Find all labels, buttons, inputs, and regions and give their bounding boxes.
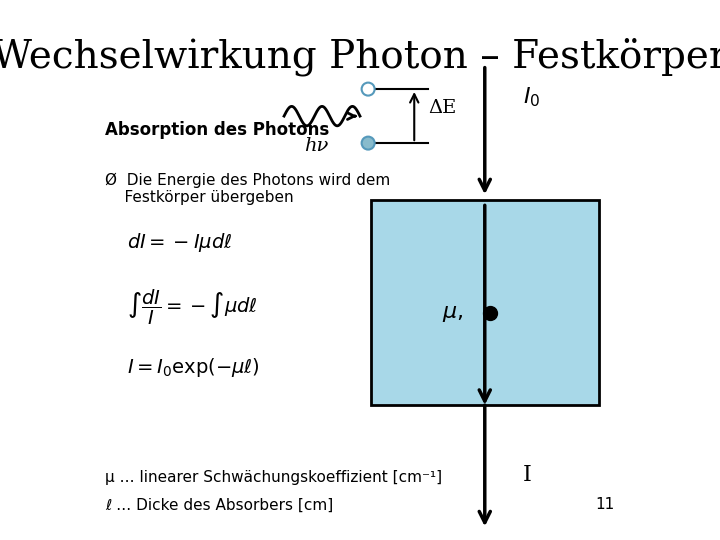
Text: ℓ … Dicke des Absorbers [cm]: ℓ … Dicke des Absorbers [cm] [105, 497, 333, 512]
Circle shape [361, 137, 374, 150]
FancyBboxPatch shape [371, 200, 599, 405]
Text: μ … linearer Schwächungskoeffizient [cm⁻¹]: μ … linearer Schwächungskoeffizient [cm⁻… [105, 470, 442, 485]
Text: $\mu,$: $\mu,$ [442, 302, 463, 323]
Text: hν: hν [305, 137, 329, 155]
Text: $\int \dfrac{dI}{I} = -\int \mu d\ell$: $\int \dfrac{dI}{I} = -\int \mu d\ell$ [127, 288, 258, 327]
Text: I: I [523, 464, 531, 486]
Text: $I_0$: $I_0$ [523, 85, 540, 109]
Text: $I = I_0 \exp(-\mu\ell)$: $I = I_0 \exp(-\mu\ell)$ [127, 356, 260, 379]
Text: Wechselwirkung Photon – Festkörper: Wechselwirkung Photon – Festkörper [0, 38, 720, 76]
Text: Ø  Die Energie des Photons wird dem
    Festkörper übergeben: Ø Die Energie des Photons wird dem Festk… [105, 173, 390, 206]
Text: 11: 11 [595, 497, 615, 512]
Text: ΔE: ΔE [428, 99, 456, 117]
Text: Absorption des Photons: Absorption des Photons [105, 120, 329, 139]
Text: $dI = -I\mu d\ell$: $dI = -I\mu d\ell$ [127, 232, 232, 254]
